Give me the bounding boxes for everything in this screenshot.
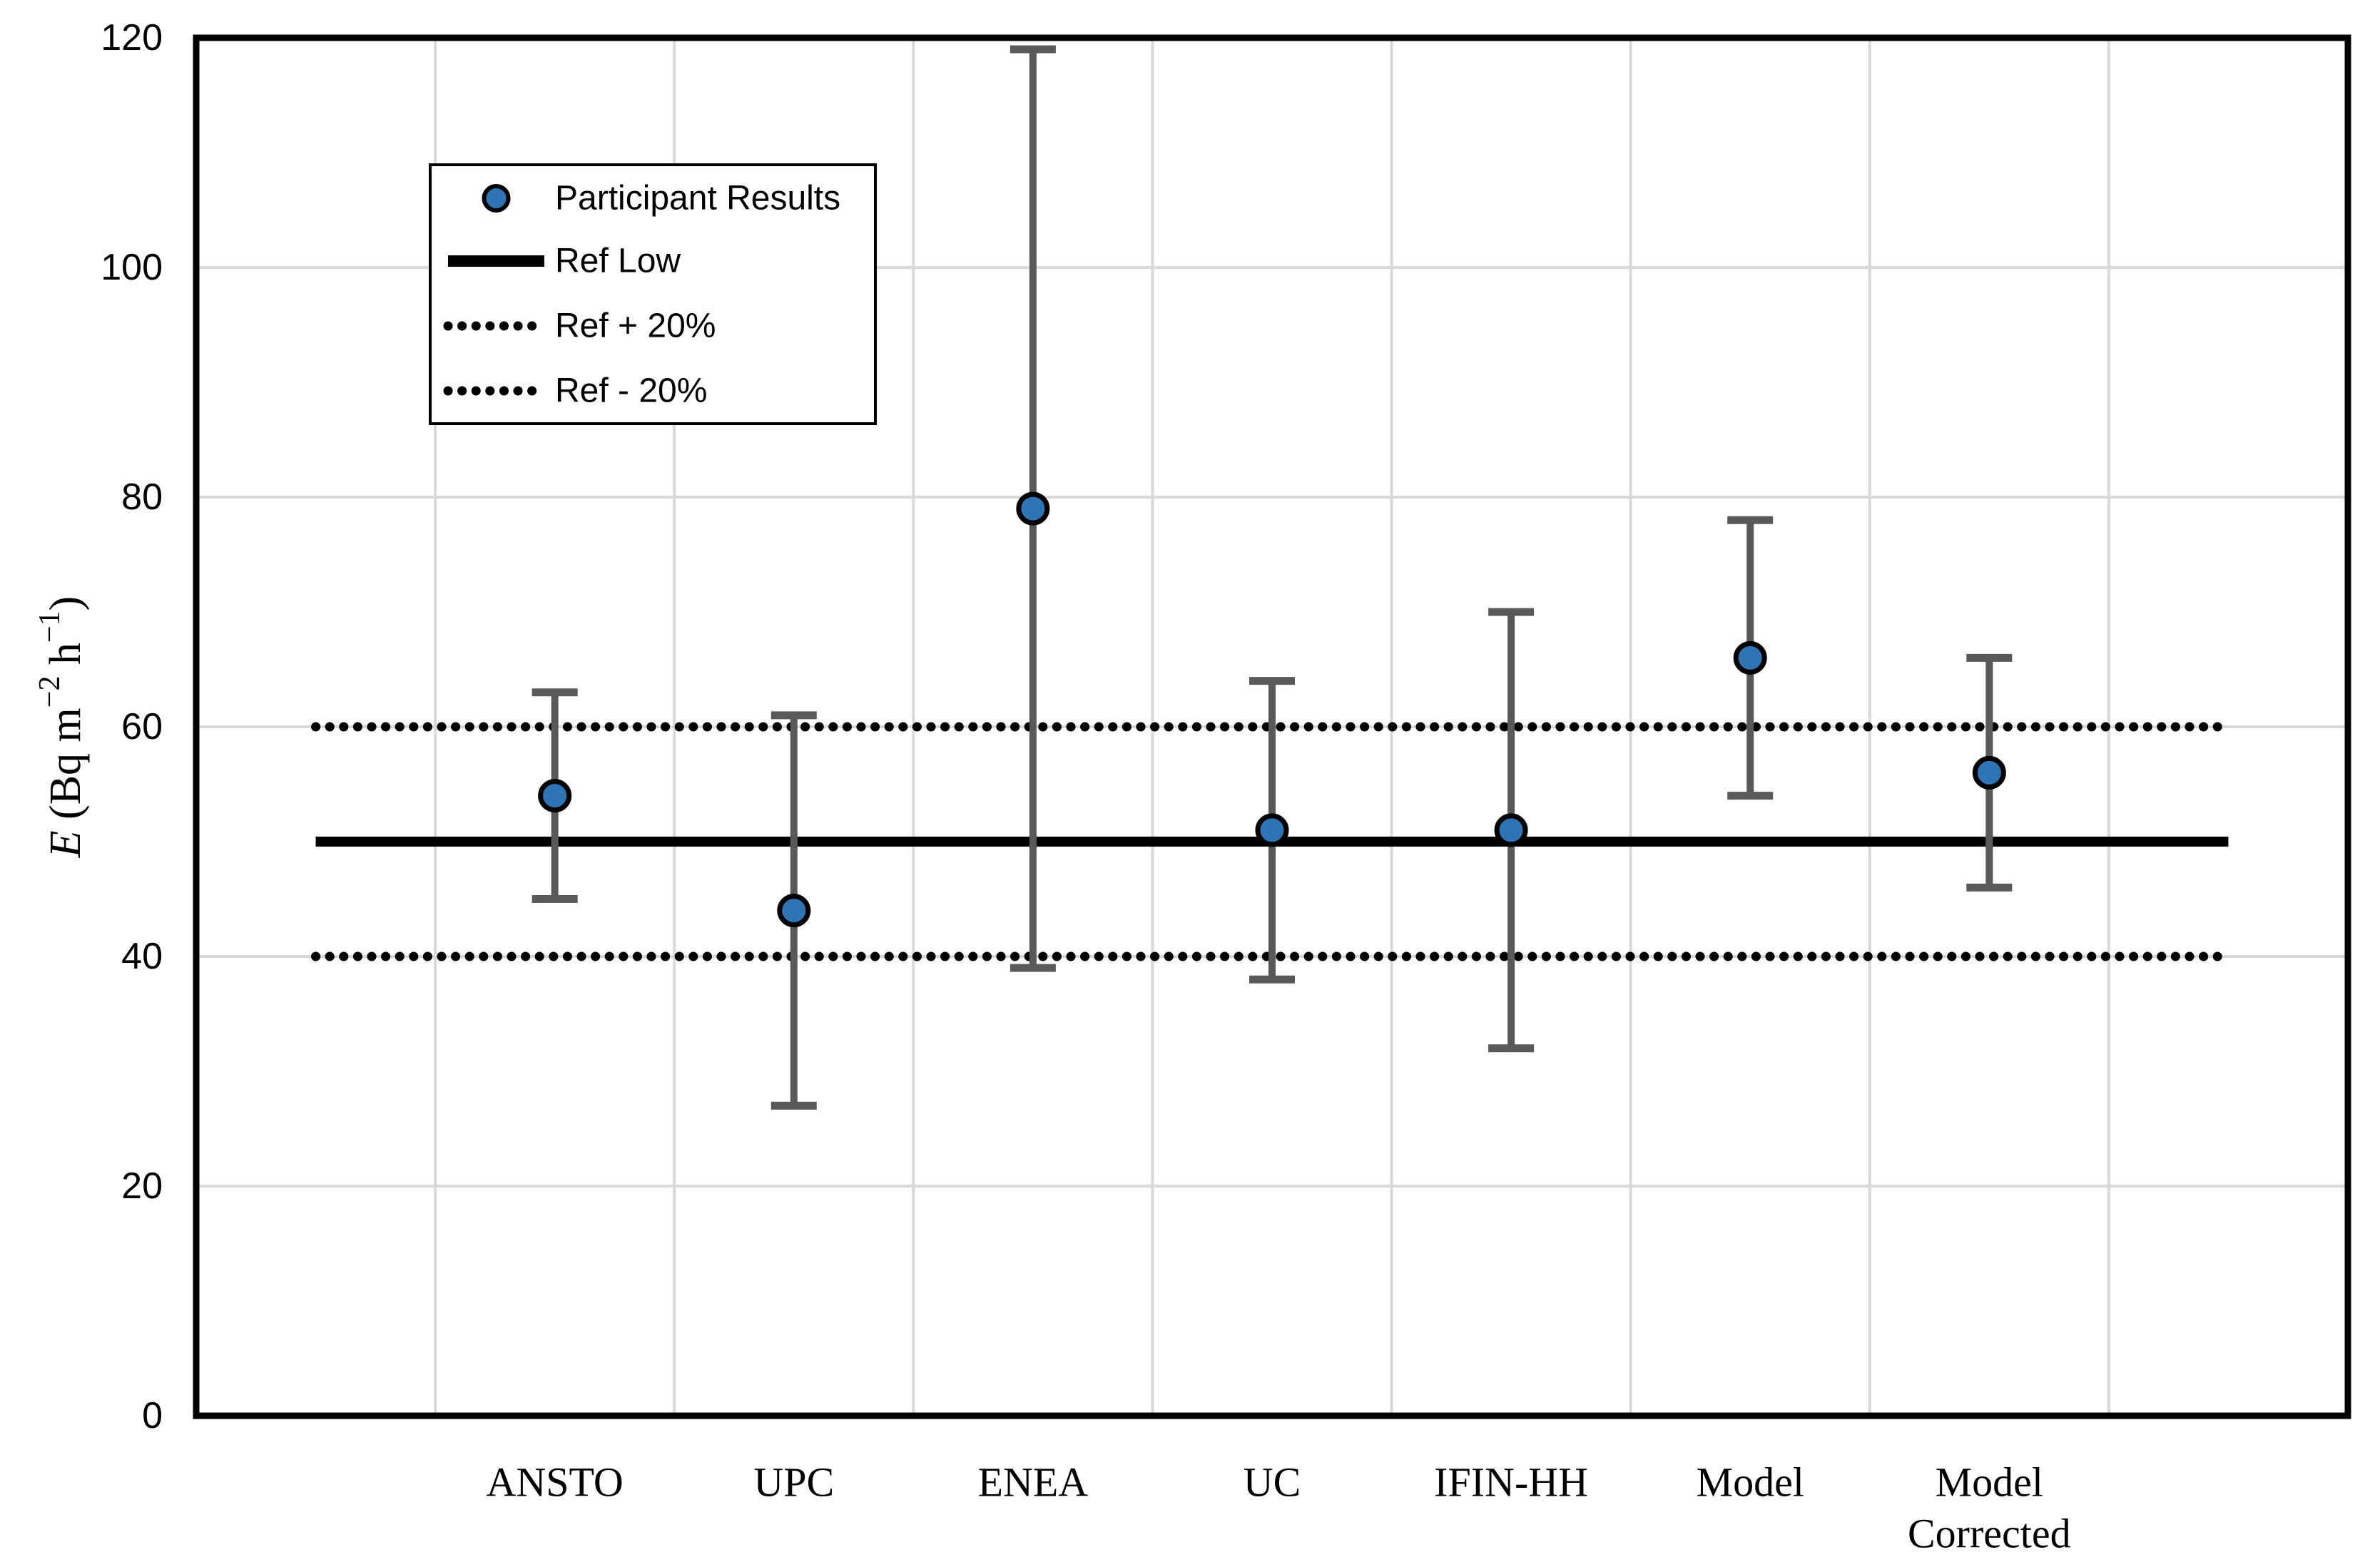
- data-point-UPC: [777, 894, 811, 928]
- legend-label: Ref - 20%: [555, 372, 707, 410]
- series-point-group-UC: [1249, 677, 1295, 984]
- y-tick-label: 120: [101, 17, 163, 58]
- series-point-group-ANSTO: [532, 688, 578, 903]
- series-point-group-UPC: [771, 711, 817, 1110]
- data-point-ANSTO: [538, 779, 572, 813]
- plot-border: [193, 34, 2351, 1419]
- y-axis-title-run: ): [41, 596, 90, 611]
- y-axis-title-run: E: [41, 830, 90, 858]
- y-tick-label: 60: [121, 706, 163, 747]
- y-tick-label: 20: [121, 1165, 163, 1207]
- series-point-group-Model-Corrected: [1966, 653, 2013, 892]
- x-category-label: Model: [1697, 1459, 1804, 1506]
- x-category-label: UC: [1244, 1459, 1301, 1506]
- legend-marker-sample: [482, 184, 511, 213]
- data-point-Model: [1733, 640, 1767, 675]
- x-category-label: IFIN-HH: [1434, 1459, 1588, 1506]
- x-category-label: Corrected: [1908, 1511, 2071, 1557]
- y-tick-label: 100: [101, 247, 163, 288]
- series-point-group-IFIN-HH: [1488, 608, 1535, 1053]
- y-axis-title-run: (Bq m: [41, 708, 90, 830]
- x-category-label: ENEA: [978, 1459, 1089, 1506]
- y-tick-label: 40: [121, 936, 163, 977]
- data-point-Model-Corrected: [1972, 755, 2006, 790]
- y-axis-title: E (Bq m−2 h−1): [34, 596, 90, 859]
- legend-label: Participant Results: [555, 180, 840, 218]
- data-point-IFIN-HH: [1494, 813, 1528, 847]
- y-axis-title-superscript: −1: [34, 611, 66, 643]
- data-point-ENEA: [1016, 491, 1050, 526]
- y-axis-title-run: h: [41, 643, 90, 676]
- y-axis-title-superscript: −2: [34, 676, 66, 708]
- legend-label: Ref Low: [555, 243, 681, 280]
- x-category-label: Model: [1936, 1459, 2043, 1506]
- data-point-UC: [1255, 813, 1289, 847]
- series-point-group-ENEA: [1010, 45, 1056, 972]
- series-point-group-Model: [1727, 516, 1774, 800]
- y-tick-label: 80: [121, 476, 163, 518]
- y-tick-label: 0: [142, 1395, 163, 1436]
- x-category-label: ANSTO: [487, 1459, 624, 1506]
- legend-label: Ref + 20%: [555, 307, 716, 345]
- x-category-label: UPC: [753, 1459, 834, 1506]
